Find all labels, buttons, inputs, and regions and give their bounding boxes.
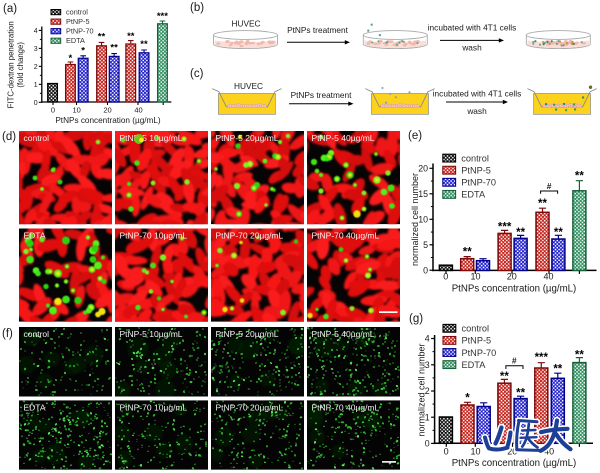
svg-text:control: control (461, 153, 489, 163)
svg-text:**: ** (463, 247, 472, 259)
svg-text:**: ** (575, 350, 584, 362)
svg-text:EDTA: EDTA (462, 360, 487, 370)
svg-text:(a): (a) (3, 3, 17, 15)
svg-text:FITC-dextran penetration: FITC-dextran penetration (7, 21, 16, 108)
svg-text:4: 4 (34, 28, 38, 35)
svg-text:**: ** (575, 171, 584, 183)
svg-text:0: 0 (34, 100, 38, 107)
svg-text:PtNPs treatment: PtNPs treatment (287, 25, 349, 35)
svg-text:#: # (547, 181, 552, 191)
svg-text:4: 4 (425, 334, 430, 344)
svg-text:40: 40 (543, 271, 553, 281)
svg-text:normalized cell number: normalized cell number (410, 173, 420, 266)
svg-text:1: 1 (425, 412, 430, 422)
svg-text:20: 20 (103, 105, 111, 114)
svg-text:PtNPs concentration (µg/mL): PtNPs concentration (µg/mL) (55, 116, 161, 125)
svg-text:5: 5 (423, 240, 428, 250)
svg-text:EDTA: EDTA (24, 403, 46, 413)
svg-text:3: 3 (425, 360, 430, 370)
svg-text:***: *** (157, 11, 168, 22)
svg-text:10: 10 (470, 271, 480, 281)
svg-text:**: ** (127, 31, 135, 42)
svg-text:0: 0 (443, 271, 448, 281)
svg-text:PtNP-5 20µg/mL: PtNP-5 20µg/mL (216, 133, 279, 143)
svg-text:0: 0 (444, 446, 449, 456)
svg-text:control: control (24, 133, 50, 143)
svg-text:PtNP-5 10µg/mL: PtNP-5 10µg/mL (120, 329, 183, 339)
svg-text:PtNP-70: PtNP-70 (462, 348, 497, 358)
svg-text:0: 0 (423, 265, 428, 275)
svg-text:40: 40 (134, 105, 142, 114)
svg-text:*: * (465, 392, 470, 404)
svg-text:EDTA: EDTA (66, 36, 85, 45)
svg-text:#: # (512, 355, 517, 365)
svg-text:(f): (f) (2, 328, 13, 340)
svg-text:PtNP-70: PtNP-70 (461, 178, 496, 188)
svg-text:PtNP-70 40µg/mL: PtNP-70 40µg/mL (312, 231, 380, 241)
svg-text:control: control (462, 324, 490, 334)
svg-text:1: 1 (34, 82, 38, 89)
svg-text:PtNP-70 20µg/mL: PtNP-70 20µg/mL (216, 403, 284, 413)
svg-text:**: ** (98, 32, 106, 43)
svg-text:(g): (g) (409, 313, 423, 325)
svg-text:HUVEC: HUVEC (231, 18, 260, 28)
svg-text:wash: wash (466, 106, 487, 116)
svg-text:(fold change): (fold change) (16, 42, 25, 88)
svg-text:PtNPs concentration (µg/mL): PtNPs concentration (µg/mL) (452, 283, 577, 294)
svg-text:0: 0 (425, 439, 430, 449)
svg-text:PtNP-70: PtNP-70 (66, 27, 94, 36)
svg-text:PtNP-5 40µg/mL: PtNP-5 40µg/mL (312, 133, 375, 143)
svg-text:PtNP-5 20µg/mL: PtNP-5 20µg/mL (216, 329, 279, 339)
svg-text:**: ** (516, 387, 525, 399)
svg-text:incubated with 4T1 cells: incubated with 4T1 cells (428, 23, 517, 33)
svg-text:PtNP-5: PtNP-5 (461, 166, 491, 176)
svg-text:15: 15 (418, 189, 428, 199)
svg-text:20: 20 (507, 446, 517, 456)
svg-text:2: 2 (425, 386, 430, 396)
svg-text:*: * (69, 53, 73, 64)
svg-text:**: ** (554, 227, 563, 239)
svg-text:0: 0 (51, 105, 55, 114)
svg-text:EDTA: EDTA (24, 231, 46, 241)
svg-text:3: 3 (34, 46, 38, 53)
svg-text:***: *** (498, 222, 512, 234)
svg-text:wash: wash (461, 42, 482, 52)
svg-text:PtNP-5 10µg/mL: PtNP-5 10µg/mL (120, 133, 183, 143)
svg-text:PtNPs concentration (µg/mL): PtNPs concentration (µg/mL) (452, 458, 577, 469)
svg-text:***: *** (535, 352, 549, 364)
svg-text:PtNP-70 20µg/mL: PtNP-70 20µg/mL (216, 231, 284, 241)
svg-text:**: ** (110, 43, 118, 54)
svg-text:PtNP-5 40µg/mL: PtNP-5 40µg/mL (312, 329, 375, 339)
svg-text:PtNP-70 10µg/mL: PtNP-70 10µg/mL (120, 231, 188, 241)
svg-text:10: 10 (470, 446, 480, 456)
svg-text:(e): (e) (408, 130, 422, 142)
svg-text:EDTA: EDTA (461, 190, 486, 200)
svg-text:PtNP-70 40µg/mL: PtNP-70 40µg/mL (312, 403, 380, 413)
svg-text:**: ** (500, 371, 509, 383)
svg-text:(c): (c) (190, 68, 204, 80)
svg-text:(b): (b) (190, 2, 204, 14)
svg-text:**: ** (553, 364, 562, 376)
svg-text:PtNP-5: PtNP-5 (66, 17, 90, 26)
svg-text:20: 20 (418, 163, 428, 173)
svg-text:*: * (81, 46, 85, 57)
svg-text:**: ** (538, 198, 547, 210)
svg-text:(d): (d) (2, 131, 16, 143)
svg-text:incubated with 4T1 cells: incubated with 4T1 cells (433, 89, 522, 99)
svg-text:PtNP-70 10µg/mL: PtNP-70 10µg/mL (120, 403, 188, 413)
svg-text:2: 2 (34, 64, 38, 71)
svg-text:HUVEC: HUVEC (234, 81, 263, 91)
svg-text:**: ** (516, 227, 525, 239)
svg-text:10: 10 (418, 214, 428, 224)
svg-text:20: 20 (507, 271, 517, 281)
svg-text:10: 10 (73, 105, 81, 114)
svg-text:PtNP-5: PtNP-5 (462, 336, 492, 346)
svg-text:**: ** (140, 39, 148, 50)
svg-text:normalized cell number: normalized cell number (416, 343, 426, 436)
svg-text:PtNPs treatment: PtNPs treatment (291, 90, 353, 100)
svg-text:40: 40 (544, 446, 554, 456)
svg-text:control: control (66, 7, 88, 16)
svg-text:control: control (24, 329, 50, 339)
